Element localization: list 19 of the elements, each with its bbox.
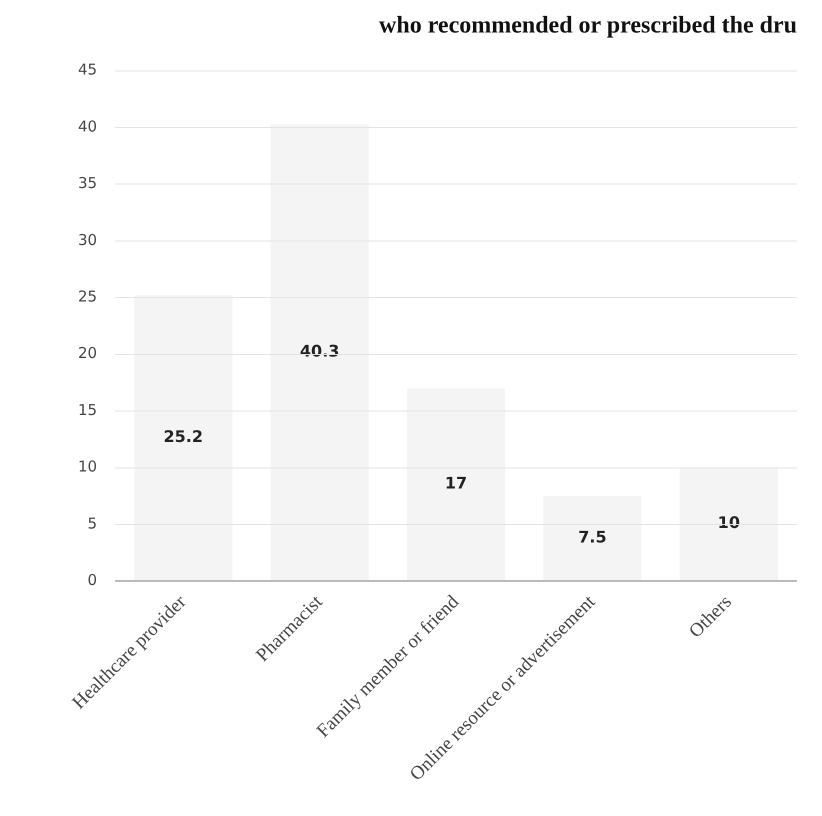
y-tick-label: 5 <box>88 514 98 532</box>
bar <box>680 468 778 580</box>
y-tick-label: 20 <box>78 344 98 362</box>
data-label: 7.5 <box>578 527 607 546</box>
y-tick-label: 40 <box>78 117 98 136</box>
chart-title: who recommended or prescribed the dru <box>379 12 797 39</box>
y-tick-label: 45 <box>78 60 98 79</box>
y-tick-label: 35 <box>78 174 98 192</box>
bar <box>543 496 642 580</box>
y-tick-label: 15 <box>78 400 98 419</box>
bar <box>406 388 506 580</box>
data-label: 17 <box>444 473 468 492</box>
bar <box>134 295 232 580</box>
bar <box>270 124 369 580</box>
y-tick-label: 30 <box>78 230 98 249</box>
y-tick-label: 25 <box>78 288 98 306</box>
y-tick-label: 0 <box>88 571 98 590</box>
data-label: 25.2 <box>164 426 204 446</box>
y-tick-label: 10 <box>78 458 98 476</box>
